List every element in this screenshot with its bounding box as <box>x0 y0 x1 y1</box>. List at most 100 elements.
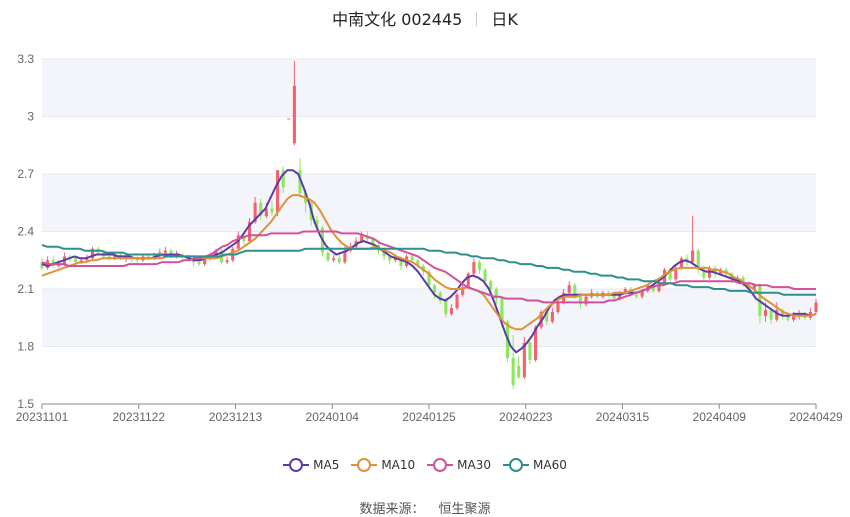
candle-body <box>343 250 347 263</box>
y-tick-label: 1.8 <box>17 340 34 354</box>
legend-item-ma60[interactable]: MA60 <box>503 458 567 472</box>
legend-item-ma10[interactable]: MA10 <box>351 458 415 472</box>
candle-body <box>752 285 756 289</box>
legend-label: MA30 <box>457 458 492 472</box>
legend-marker <box>283 458 310 472</box>
candle-body <box>326 252 330 261</box>
candle-body <box>517 365 521 378</box>
candle-body <box>477 262 482 270</box>
candle-body <box>281 170 285 188</box>
candle-body <box>545 312 549 322</box>
candle-body <box>550 312 554 322</box>
candle-body <box>388 256 392 261</box>
candle-body <box>741 277 745 284</box>
candle-body <box>113 254 117 259</box>
candle-body <box>657 283 661 291</box>
candle-body <box>197 262 201 265</box>
candle-body <box>455 294 459 309</box>
y-tick-label: 2.4 <box>17 225 34 239</box>
candle-body <box>691 250 695 263</box>
legend-marker <box>351 458 378 472</box>
candle-body <box>578 294 582 305</box>
x-tick-label: 20240125 <box>402 410 456 424</box>
candle-body <box>696 250 700 270</box>
source-label: 数据来源： <box>359 502 425 517</box>
candle-body <box>90 248 95 259</box>
candle-body <box>606 292 611 295</box>
stock-title: 中南文化 002445 <box>332 10 463 29</box>
legend-marker <box>427 458 454 472</box>
candle-body <box>247 221 252 242</box>
candle-body <box>225 260 229 263</box>
candle-body <box>287 118 291 120</box>
x-tick-label: 20240429 <box>789 410 843 424</box>
candle-body <box>203 258 207 265</box>
candle-body <box>399 258 403 266</box>
x-tick-label: 20231101 <box>16 410 69 424</box>
candle-body <box>623 289 627 293</box>
y-tick-label: 1.5 <box>17 397 34 411</box>
data-source: 数据来源： 恒生聚源 <box>0 498 850 517</box>
candle-body <box>270 208 274 213</box>
candle-body <box>556 302 560 312</box>
legend-label: MA60 <box>533 458 567 472</box>
candle-body <box>651 285 655 291</box>
grid-band <box>42 174 816 232</box>
candle-body <box>337 258 341 263</box>
legend: MA5 MA10 MA30 MA60 <box>0 458 850 475</box>
title-separator <box>476 12 478 26</box>
chart-title: 中南文化 002445 日K <box>0 6 850 30</box>
candle-body <box>702 269 706 278</box>
legend-item-ma30[interactable]: MA30 <box>427 458 491 472</box>
candle-body <box>382 250 386 257</box>
candle-body <box>612 294 616 299</box>
candle-body <box>528 342 532 360</box>
candle-body <box>393 258 397 261</box>
candle-body <box>489 281 493 289</box>
candle-body <box>511 358 515 385</box>
y-tick-label: 2.7 <box>17 167 34 181</box>
candle-body <box>573 285 577 295</box>
ma5-line <box>41 169 817 354</box>
candle-body <box>775 310 779 320</box>
candle-body <box>292 85 296 144</box>
ma60-line <box>41 243 816 296</box>
candle-body <box>500 298 504 322</box>
candle-body <box>315 220 319 228</box>
candle-body <box>298 170 302 194</box>
candle-body <box>679 258 683 268</box>
candle-body <box>163 250 167 253</box>
y-tick-label: 3 <box>27 110 34 124</box>
candle-body <box>634 294 639 297</box>
period-label: 日K <box>491 10 518 29</box>
candle-body <box>769 310 773 320</box>
candle-body <box>416 260 420 266</box>
legend-marker <box>503 458 530 472</box>
candle-body <box>74 258 78 263</box>
candle-body <box>786 315 790 320</box>
candle-body <box>360 235 364 242</box>
candle-body <box>640 290 644 297</box>
legend-item-ma5[interactable]: MA5 <box>283 458 339 472</box>
candle-body <box>85 258 89 261</box>
candle-body <box>427 271 431 286</box>
grid-band <box>42 289 816 347</box>
candle-body <box>814 302 818 312</box>
candle-body <box>214 250 218 255</box>
candle-body <box>780 310 784 316</box>
x-tick-label: 20231122 <box>113 410 166 424</box>
candle-body <box>472 262 476 274</box>
candlestick-chart[interactable]: 1.5 1.8 2.1 2.4 2.7 3 3.3 20231101 20231122 20231… <box>0 0 850 440</box>
grid-band <box>42 59 816 117</box>
x-tick-label: 20240104 <box>306 410 360 424</box>
x-tick-label: 20231213 <box>209 410 263 424</box>
candle-body <box>668 269 672 280</box>
candle-body <box>264 208 268 217</box>
candle-body <box>449 308 453 314</box>
candle-body <box>461 287 465 295</box>
candle-body <box>433 285 437 293</box>
candle-body <box>253 202 257 222</box>
candle-body <box>466 273 470 288</box>
ma30-line <box>41 230 816 304</box>
y-tick-label: 2.1 <box>17 282 34 296</box>
